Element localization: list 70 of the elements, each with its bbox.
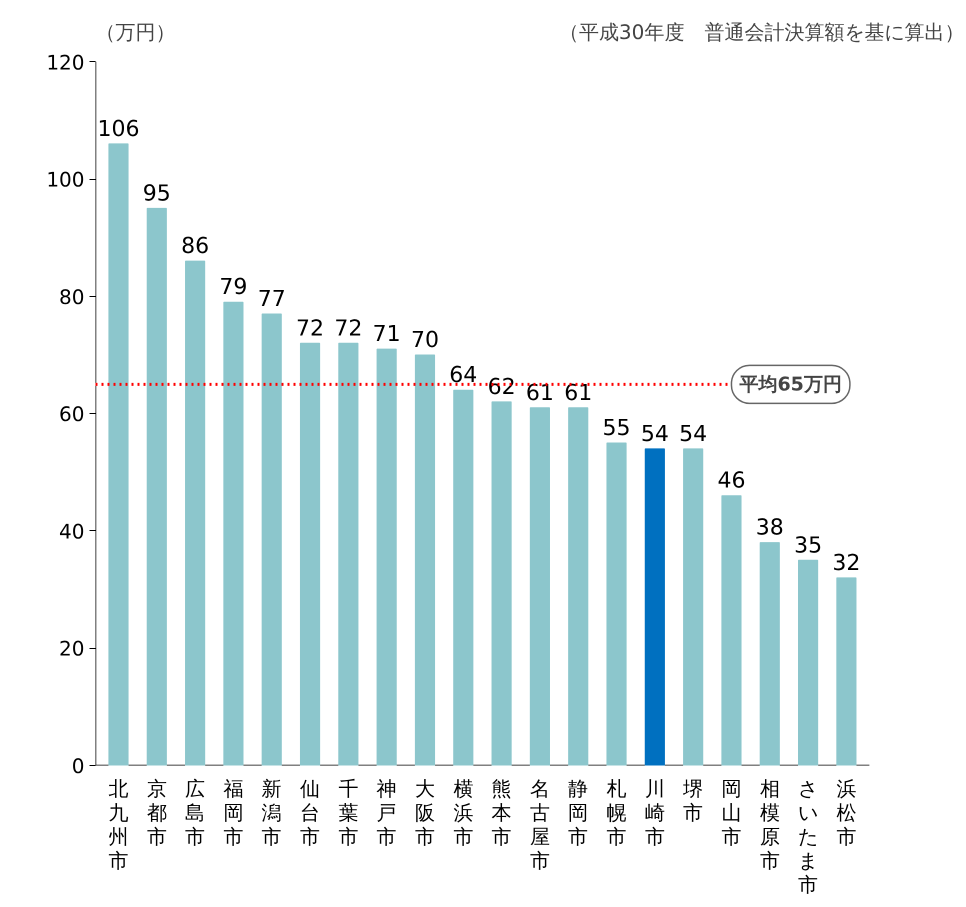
data-label: 95 [142, 181, 171, 206]
x-tick-label: 静岡市 [568, 776, 588, 848]
bar [606, 442, 627, 766]
data-label: 55 [602, 416, 631, 441]
bar [798, 560, 818, 766]
x-tick-label: 神戸市 [376, 776, 397, 848]
y-tick-label: 0 [72, 754, 85, 778]
bar [568, 407, 588, 766]
x-tick-label: 北九州市 [108, 776, 128, 872]
x-tick-label: 相模原市 [760, 776, 780, 872]
bar [414, 354, 436, 766]
ref-line-label: 平均65万円 [738, 373, 842, 396]
x-tick-label: 岡山市 [721, 776, 742, 848]
data-label: 61 [564, 380, 592, 406]
data-label: 54 [679, 422, 708, 447]
data-label: 54 [640, 422, 669, 447]
y-tick-label: 80 [59, 284, 85, 309]
data-label: 62 [488, 374, 516, 400]
bar [338, 342, 358, 766]
x-tick-label: 大阪市 [414, 776, 435, 848]
x-tick-label: 名古屋市 [530, 776, 550, 872]
data-label: 64 [449, 363, 478, 388]
bar [492, 401, 512, 766]
y-tick-label: 100 [46, 168, 85, 192]
bar [376, 348, 397, 766]
bar [721, 495, 742, 766]
data-label: 106 [97, 116, 140, 142]
bar [453, 390, 474, 766]
data-label: 77 [258, 286, 286, 312]
data-label: 79 [219, 275, 248, 300]
x-tick-label: 堺市 [682, 776, 704, 824]
bar [760, 542, 780, 766]
text: （平成30年度 普通会計決算額を基に算出） [558, 20, 964, 44]
x-tick-label: 新潟市 [262, 776, 282, 848]
y-tick-label: 20 [59, 636, 85, 661]
bar [644, 448, 665, 766]
x-tick-label: 福岡市 [223, 776, 244, 848]
bar [185, 260, 206, 766]
data-label: 70 [410, 328, 439, 354]
x-tick-label: 川崎市 [644, 776, 665, 848]
data-label: 35 [794, 533, 822, 558]
x-tick-label: 広島市 [185, 776, 206, 848]
y-tick-label: 60 [59, 402, 85, 426]
x-tick-label: 千葉市 [338, 776, 358, 848]
bar [262, 313, 282, 766]
bar [223, 302, 244, 766]
data-label: 72 [334, 316, 362, 342]
y-axis-title: （万円） [96, 20, 176, 44]
bar [683, 448, 704, 766]
bar [300, 342, 320, 766]
x-tick-label: 熊本市 [492, 776, 512, 848]
bar [146, 208, 167, 766]
y-tick-label: 40 [59, 519, 85, 544]
data-label: 38 [756, 516, 784, 541]
x-tick-label: 横浜市 [453, 776, 474, 848]
x-tick-label: 京都市 [146, 776, 167, 848]
bar [108, 143, 129, 766]
data-label: 86 [181, 234, 210, 260]
x-tick-label: 浜松市 [836, 776, 856, 848]
data-label: 46 [717, 468, 746, 494]
y-tick-label: 120 [46, 50, 85, 74]
bar [530, 407, 550, 766]
x-tick-label: さいたま市 [798, 776, 818, 896]
data-label: 72 [296, 316, 324, 342]
bar [836, 577, 856, 766]
data-label: 61 [526, 380, 554, 406]
data-label: 32 [832, 550, 860, 576]
data-label: 71 [372, 322, 401, 348]
x-tick-label: 札幌市 [606, 776, 627, 848]
x-tick-label: 仙台市 [300, 776, 320, 848]
